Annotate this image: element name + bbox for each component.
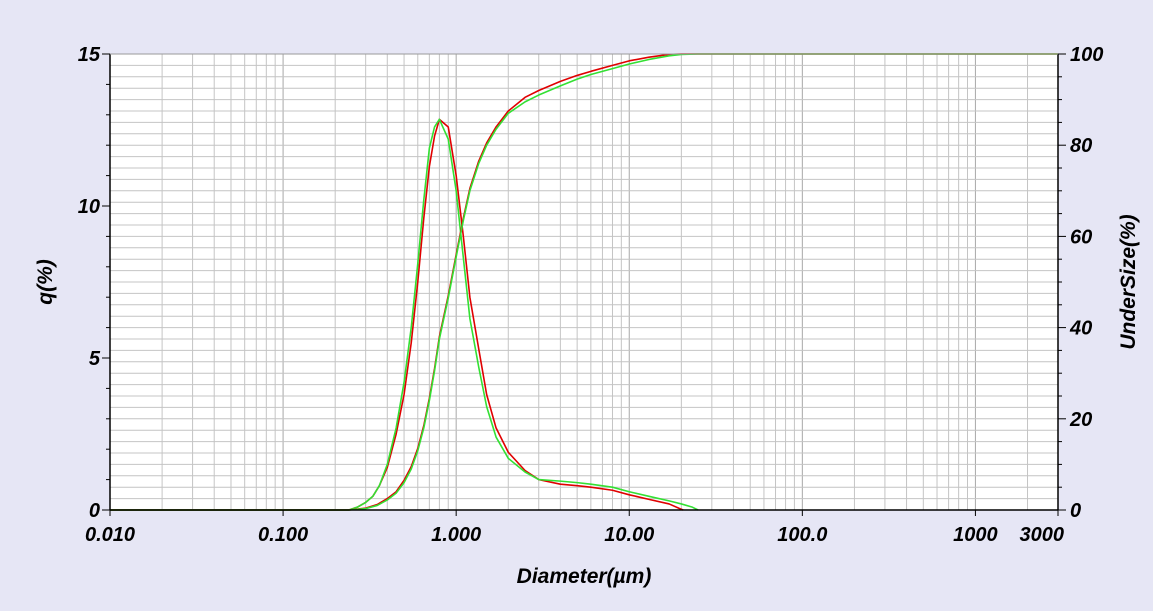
tick-labels: 0.010 0.100 1.000 10.00 100.0 1000 30000510150… [78,44,1104,546]
x-tick-label: 0.100 [258,524,308,546]
x-tick-label: 10.00 [604,524,654,546]
series-line-frequency-1 [110,118,699,511]
y-right-tick-label: 60 [1070,226,1092,248]
y-right-tick-label: 0 [1070,500,1081,522]
x-tick-label: 100.0 [777,524,827,546]
y-right-tick-label: 40 [1069,318,1092,340]
x-tick-label: 0.010 [85,524,135,546]
grid [109,54,1059,510]
y-axis-right-label: UnderSize(%) [1117,214,1140,349]
series-line-cumulative-3 [110,53,1058,511]
y-left-tick-label: 5 [89,348,101,370]
x-tick-label: 1.000 [431,524,481,546]
y-left-tick-label: 10 [78,196,100,218]
y-right-tick-label: 20 [1069,409,1092,431]
x-axis-label: Diameter(µm) [517,565,652,588]
y-right-tick-label: 80 [1070,135,1092,157]
x-tick-label: 1000 [953,524,998,546]
y-axis-left-label: q(%) [34,259,57,305]
y-right-tick-label: 100 [1070,44,1103,66]
series-layer [110,53,1058,511]
x-tick-label: 3000 [1020,524,1065,546]
y-left-tick-label: 0 [89,500,100,522]
y-left-tick-label: 15 [78,44,101,66]
axes [102,53,1066,516]
